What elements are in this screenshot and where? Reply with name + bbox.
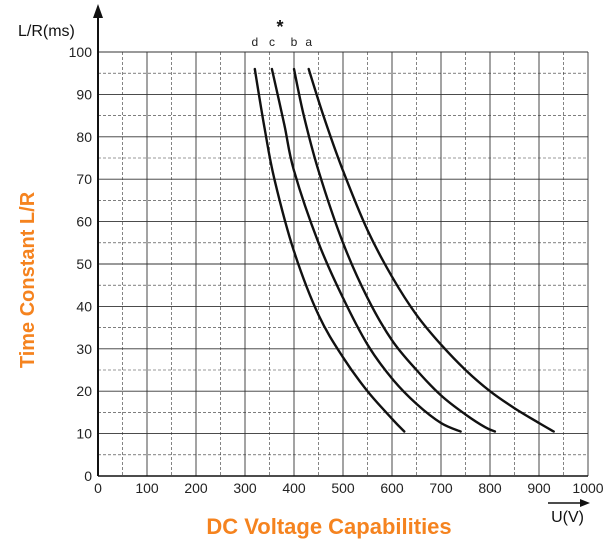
x-tick-label: 1000 <box>572 480 603 496</box>
x-tick-label: 700 <box>429 480 453 496</box>
x-axis-unit: U(V) <box>551 509 584 526</box>
curve-b <box>292 67 497 433</box>
y-tick-label: 70 <box>76 171 92 187</box>
curve-label-c: c <box>269 35 275 49</box>
x-axis-title: DC Voltage Capabilities <box>206 514 451 539</box>
curve-label-a: a <box>305 35 312 49</box>
y-axis-title: Time Constant L/R <box>17 191 39 368</box>
x-tick-label: 800 <box>478 480 502 496</box>
curve-label-b: b <box>291 35 298 49</box>
asterisk-mark: * <box>276 17 283 37</box>
x-tick-label: 500 <box>331 480 355 496</box>
y-tick-label: 0 <box>84 468 92 484</box>
x-tick-label: 100 <box>135 480 159 496</box>
curve-c <box>270 67 462 433</box>
y-tick-label: 90 <box>76 86 92 102</box>
y-tick-label: 60 <box>76 214 92 230</box>
curve-a <box>307 67 555 433</box>
y-tick-label: 30 <box>76 341 92 357</box>
curve-d <box>253 67 406 433</box>
x-tick-label: 300 <box>233 480 257 496</box>
curves <box>253 67 555 433</box>
x-tick-label: 0 <box>94 480 102 496</box>
curve-label-d: d <box>251 35 258 49</box>
y-tick-label: 10 <box>76 426 92 442</box>
y-tick-label: 50 <box>76 256 92 272</box>
y-tick-label: 100 <box>69 44 93 60</box>
grid <box>97 51 589 477</box>
axes <box>93 4 590 507</box>
curve-labels: ab cd <box>251 35 312 49</box>
x-tick-label: 900 <box>527 480 551 496</box>
y-axis-arrow <box>93 4 103 18</box>
y-tick-label: 20 <box>76 383 92 399</box>
tick-labels: 0 100 200 300 400 500 600 700 800 900 1000 0 10 20 30 4… <box>69 44 604 496</box>
y-tick-label: 80 <box>76 129 92 145</box>
x-tick-label: 200 <box>184 480 208 496</box>
y-axis-unit: L/R(ms) <box>18 23 75 40</box>
x-unit-arrow-head <box>580 499 590 507</box>
x-tick-label: 400 <box>282 480 306 496</box>
y-tick-label: 40 <box>76 298 92 314</box>
x-tick-label: 600 <box>380 480 404 496</box>
